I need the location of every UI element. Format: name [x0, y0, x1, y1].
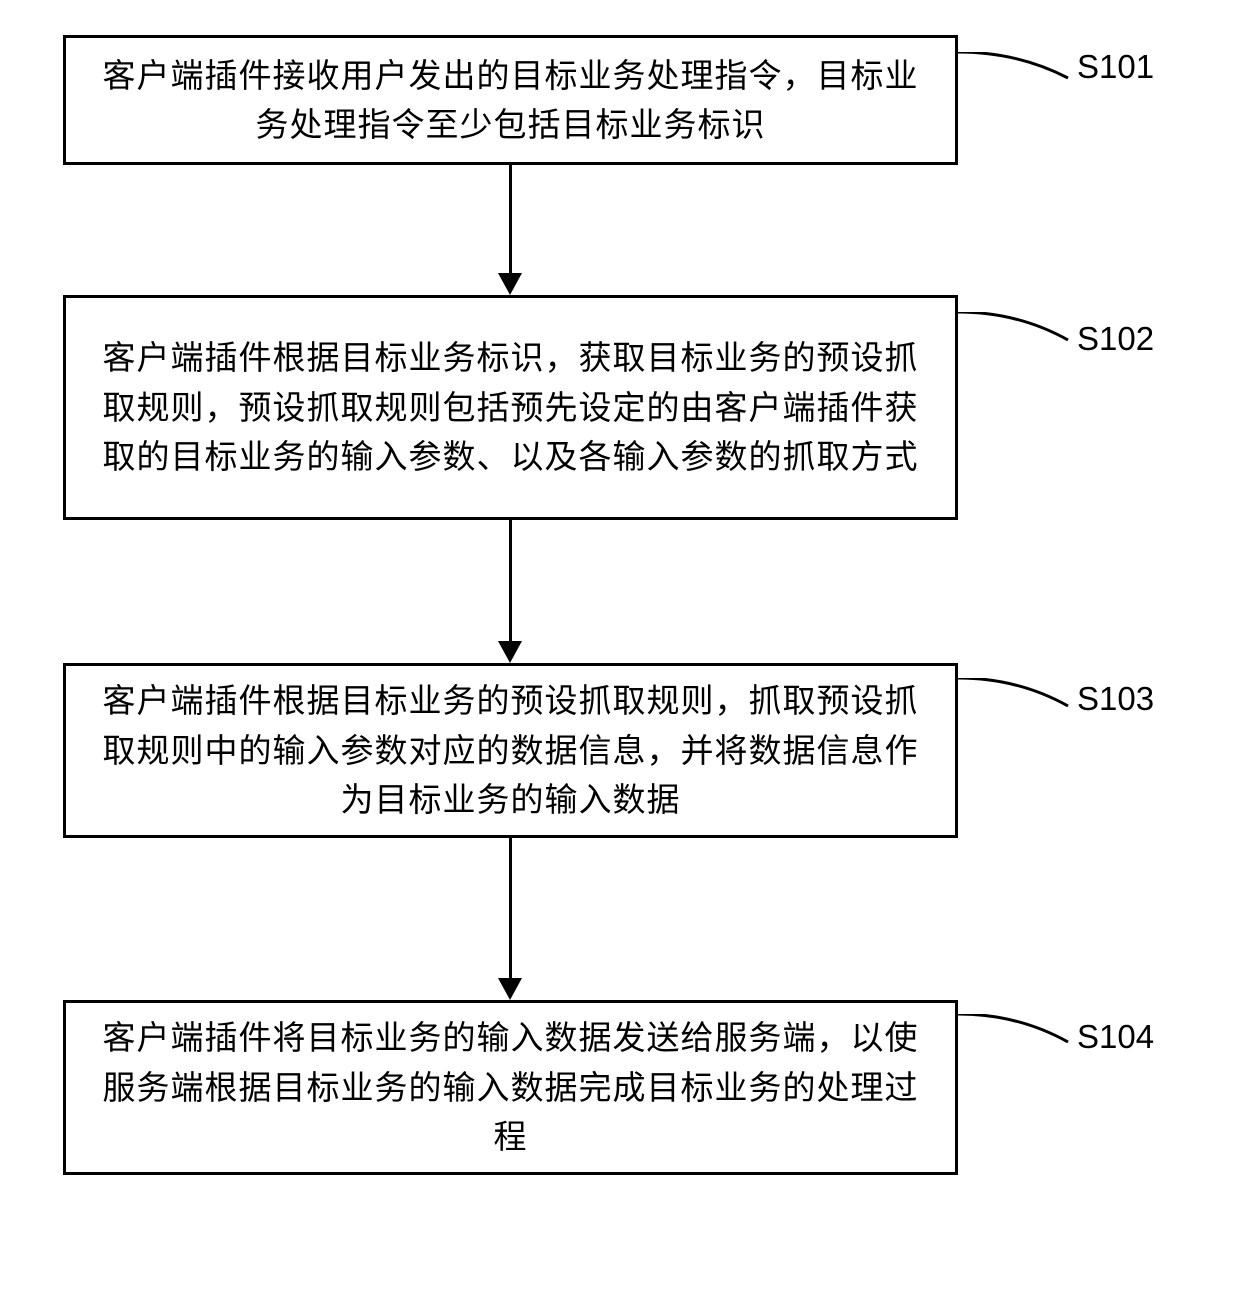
label-connector-s104	[958, 1014, 1078, 1054]
step-label-s103: S103	[1077, 680, 1154, 718]
arrow-s101-s102	[509, 165, 512, 273]
flowchart-canvas: 客户端插件接收用户发出的目标业务处理指令，目标业务处理指令至少包括目标业务标识 …	[0, 0, 1240, 1295]
label-connector-s102	[958, 312, 1078, 352]
arrow-s102-s103	[509, 520, 512, 641]
step-box-s101: 客户端插件接收用户发出的目标业务处理指令，目标业务处理指令至少包括目标业务标识	[63, 35, 958, 165]
arrow-head-s101-s102	[498, 273, 522, 295]
step-label-s101: S101	[1077, 48, 1154, 86]
step-text-s104: 客户端插件将目标业务的输入数据发送给服务端，以使服务端根据目标业务的输入数据完成…	[86, 1013, 935, 1162]
step-box-s104: 客户端插件将目标业务的输入数据发送给服务端，以使服务端根据目标业务的输入数据完成…	[63, 1000, 958, 1175]
step-text-s103: 客户端插件根据目标业务的预设抓取规则，抓取预设抓取规则中的输入参数对应的数据信息…	[86, 676, 935, 825]
step-box-s102: 客户端插件根据目标业务标识，获取目标业务的预设抓取规则，预设抓取规则包括预先设定…	[63, 295, 958, 520]
step-text-s101: 客户端插件接收用户发出的目标业务处理指令，目标业务处理指令至少包括目标业务标识	[86, 51, 935, 150]
step-label-s104: S104	[1077, 1018, 1154, 1056]
arrow-s103-s104	[509, 838, 512, 978]
arrow-head-s103-s104	[498, 978, 522, 1000]
label-connector-s103	[958, 678, 1078, 718]
label-connector-s101	[958, 52, 1078, 92]
step-text-s102: 客户端插件根据目标业务标识，获取目标业务的预设抓取规则，预设抓取规则包括预先设定…	[86, 333, 935, 482]
step-box-s103: 客户端插件根据目标业务的预设抓取规则，抓取预设抓取规则中的输入参数对应的数据信息…	[63, 663, 958, 838]
arrow-head-s102-s103	[498, 641, 522, 663]
step-label-s102: S102	[1077, 320, 1154, 358]
